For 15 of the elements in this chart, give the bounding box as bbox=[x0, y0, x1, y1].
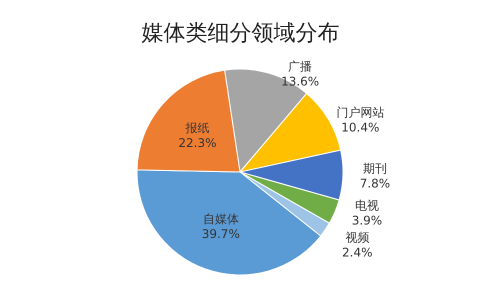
data-label: 2.4% bbox=[342, 245, 373, 260]
data-label: 3.9% bbox=[352, 213, 382, 228]
slice-label: 广播 bbox=[288, 60, 312, 74]
slice-label: 视频 bbox=[345, 230, 370, 244]
slice-label: 自媒体 bbox=[202, 212, 239, 226]
slice-label: 电视 bbox=[354, 198, 379, 212]
data-label: 10.4% bbox=[341, 120, 380, 135]
slice-label: 期刊 bbox=[362, 162, 387, 176]
slice-label: 门户网站 bbox=[336, 106, 384, 120]
data-label: 22.3% bbox=[178, 136, 217, 150]
slice-label: 报纸 bbox=[184, 121, 210, 136]
data-label: 7.8% bbox=[360, 176, 390, 191]
chart-title: 媒体类细分领域分布 bbox=[142, 21, 340, 46]
data-label: 13.6% bbox=[281, 74, 320, 89]
data-label: 39.7% bbox=[202, 226, 240, 241]
